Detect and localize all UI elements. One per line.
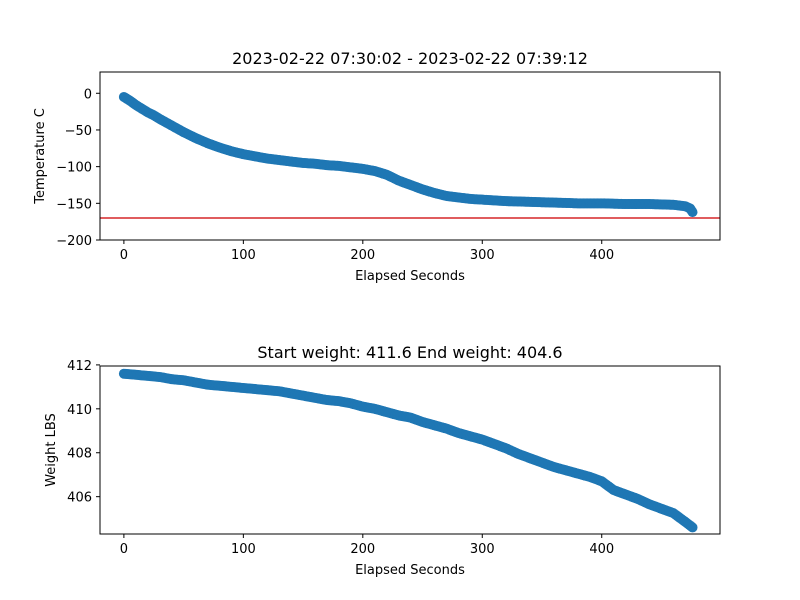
temperature-y-axis-label: Temperature C [33,108,48,205]
weight-y-tick-label: 406 [67,491,92,506]
weight-data-point [687,522,698,533]
temperature-data-points [118,91,698,218]
weight-x-tick-label: 300 [470,542,495,557]
temperature-x-tick-label: 0 [120,248,128,263]
temperature-chart-title: 2023-02-22 07:30:02 - 2023-02-22 07:39:1… [232,49,588,68]
weight-y-tick-label: 410 [67,403,92,418]
temperature-y-tick-label: −200 [56,234,92,249]
temperature-axis-ticks: 0 100 200 300 400 0 −50 −100 −150 −200 [56,87,614,263]
weight-x-tick-label: 0 [120,542,128,557]
temperature-y-tick-label: −150 [56,197,92,212]
temperature-x-axis-label: Elapsed Seconds [355,269,465,284]
temperature-x-tick-label: 300 [470,248,495,263]
weight-y-axis-label: Weight LBS [44,413,59,487]
weight-x-tick-label: 200 [350,542,375,557]
weight-y-tick-label: 408 [67,447,92,462]
weight-data-points [118,368,698,533]
weight-x-axis-label: Elapsed Seconds [355,563,465,578]
temperature-y-tick-label: −50 [65,124,92,139]
weight-chart-title: Start weight: 411.6 End weight: 404.6 [257,343,562,362]
temperature-chart: 2023-02-22 07:30:02 - 2023-02-22 07:39:1… [33,49,721,284]
temperature-x-tick-label: 400 [589,248,614,263]
weight-y-tick-label: 412 [67,359,92,374]
temperature-x-tick-label: 200 [350,248,375,263]
weight-chart: Start weight: 411.6 End weight: 404.6 0 1… [44,343,721,578]
weight-x-tick-label: 400 [589,542,614,557]
temperature-y-tick-label: 0 [84,87,92,102]
weight-x-tick-label: 100 [231,542,256,557]
temperature-y-tick-label: −100 [56,161,92,176]
weight-plot-frame [99,365,721,535]
temperature-x-tick-label: 100 [231,248,256,263]
temperature-data-point [687,207,698,218]
weight-axis-ticks: 0 100 200 300 400 406 408 410 412 [67,359,614,557]
temperature-plot-frame [99,71,721,241]
